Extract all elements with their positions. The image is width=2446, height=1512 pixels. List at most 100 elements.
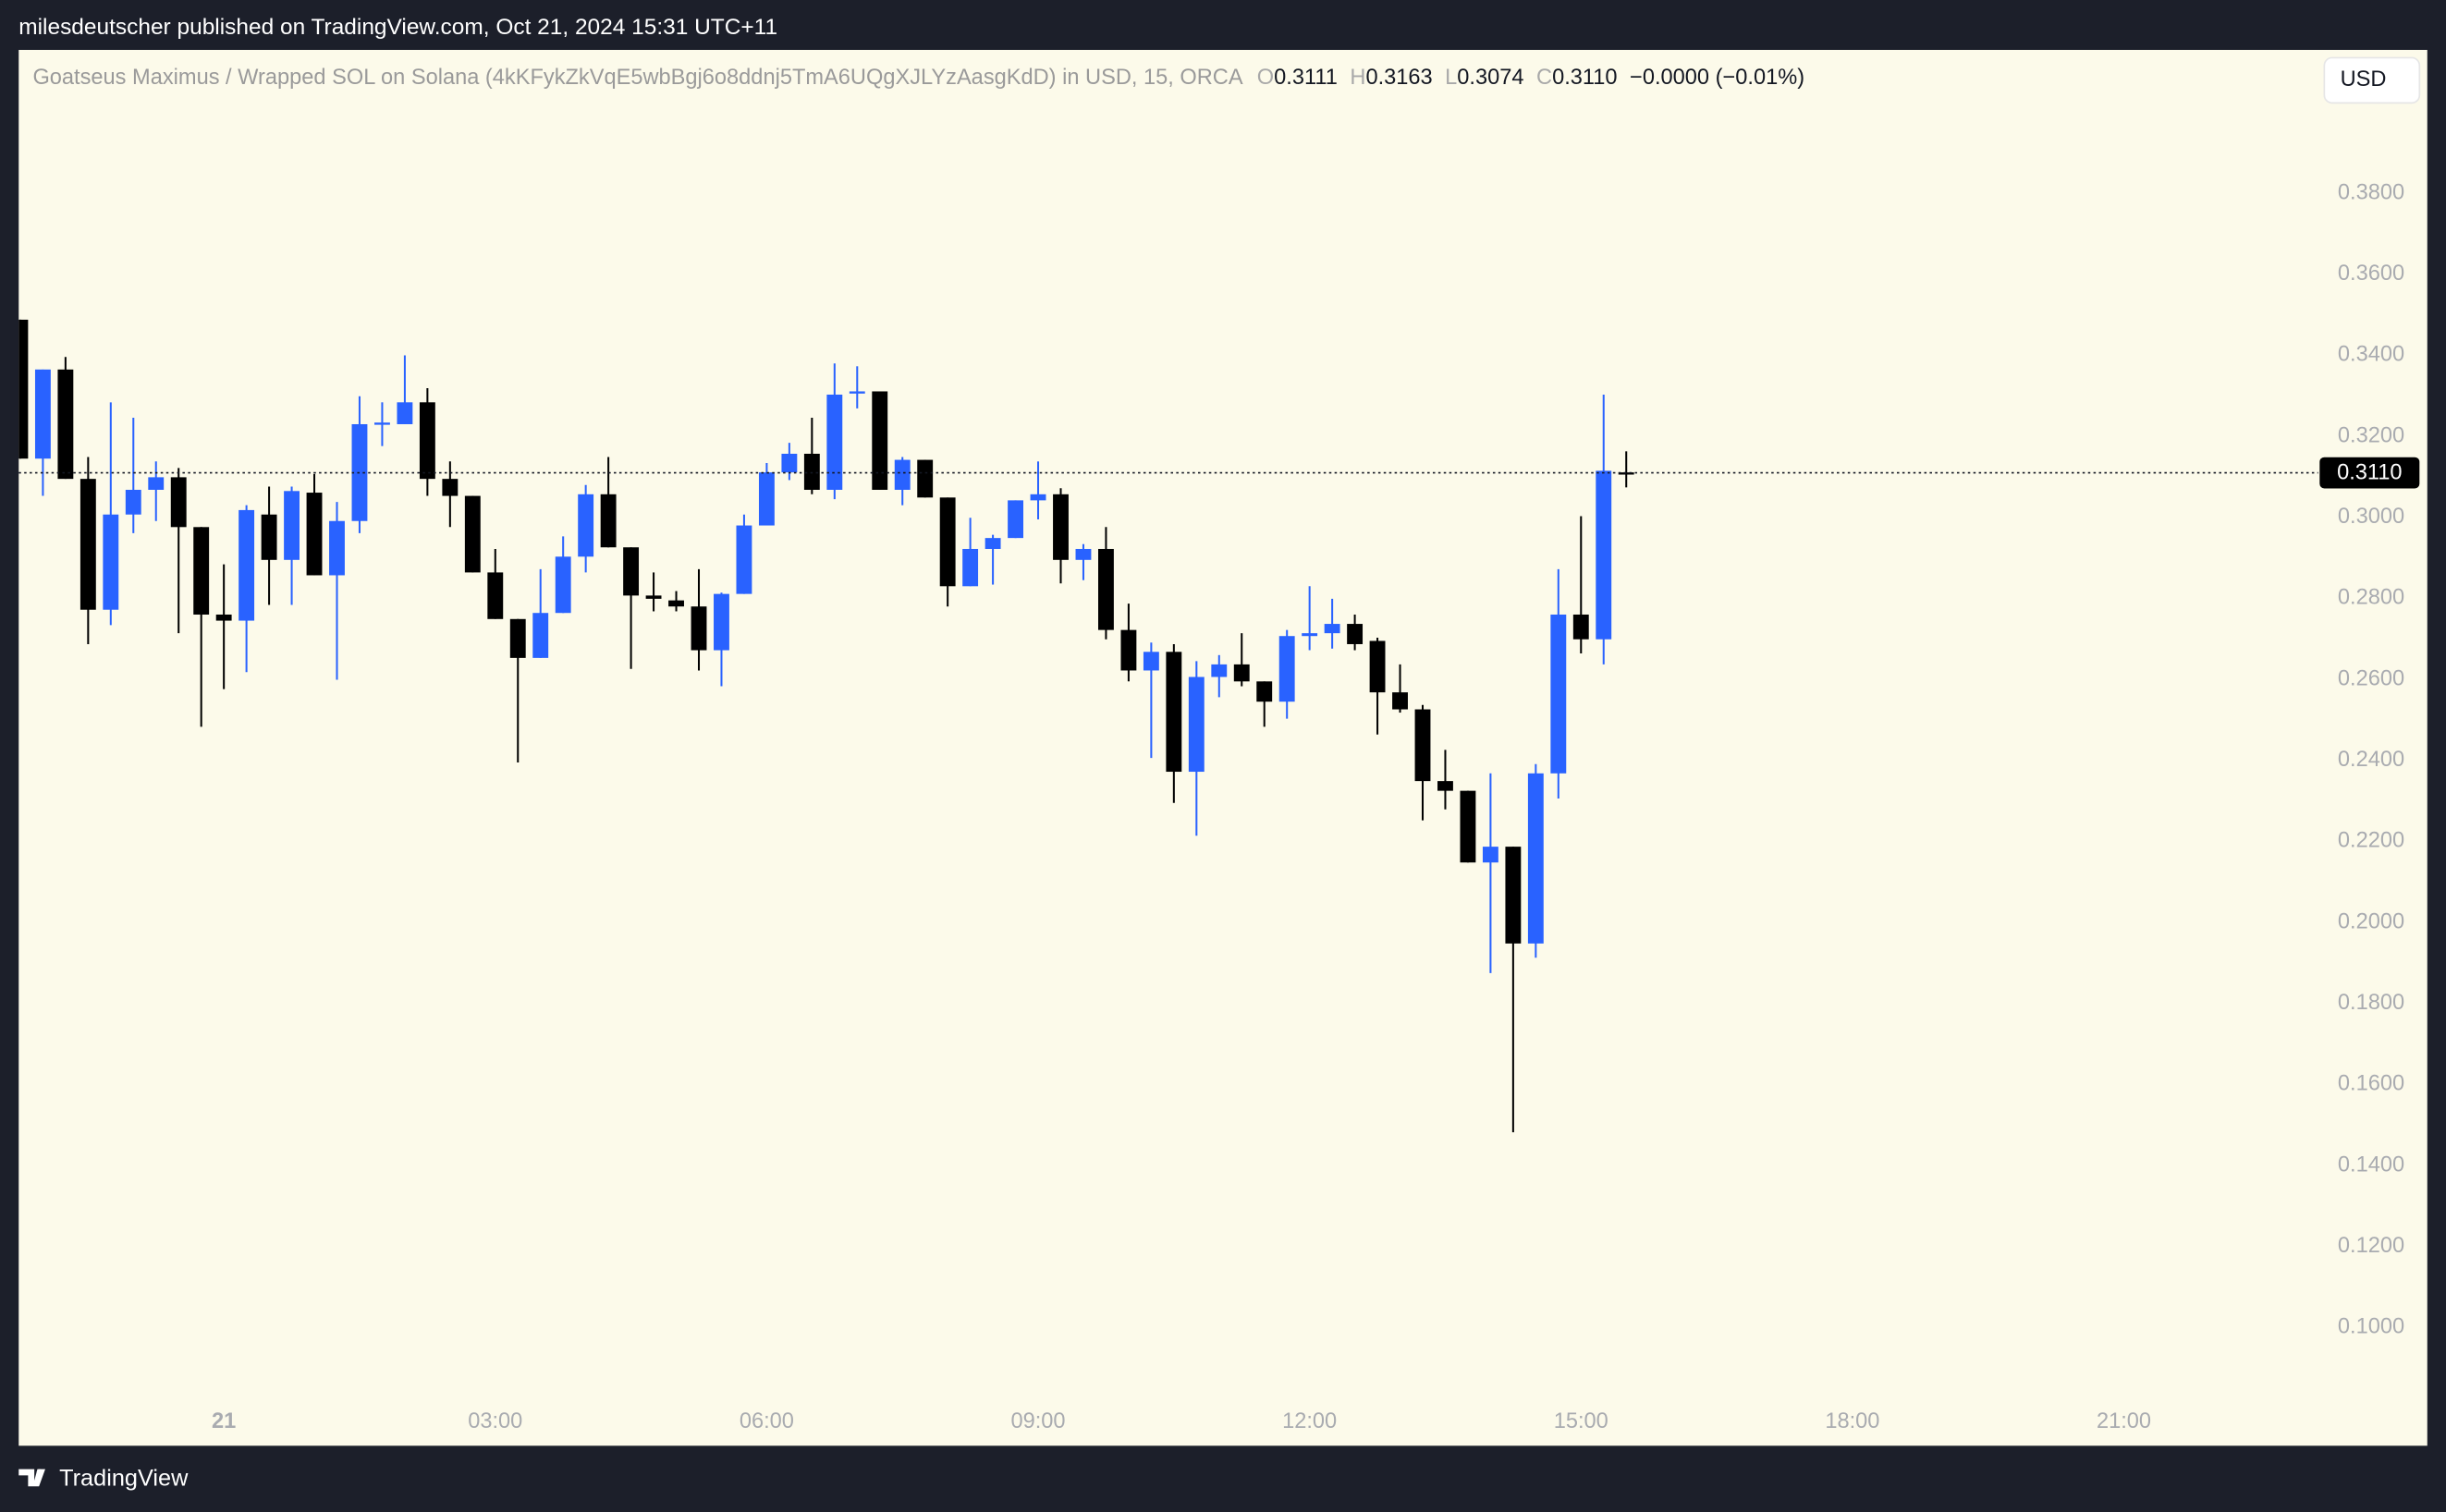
candle-body [1188, 677, 1205, 773]
candle-body [103, 514, 119, 610]
x-tick-label: 12:00 [1282, 1409, 1337, 1433]
candle-body [1347, 624, 1364, 644]
candle-body [532, 613, 549, 658]
candle-body [1075, 548, 1092, 560]
candle-body [985, 538, 1001, 549]
candle-body [1414, 709, 1431, 782]
legend-value: 0.3110 [1552, 66, 1617, 90]
legend-value: 0.3111 [1274, 66, 1338, 90]
candle-body [487, 572, 504, 619]
last-price-box [2319, 457, 2420, 489]
currency-button[interactable] [2323, 56, 2421, 104]
y-tick-label: 0.1200 [2338, 1234, 2404, 1258]
legend-key: H [1350, 66, 1365, 90]
brand: TradingView [59, 1465, 189, 1491]
candle-body [872, 391, 888, 490]
y-tick-label: 0.2800 [2338, 586, 2404, 610]
candle-body [939, 497, 956, 587]
candle-body [1211, 664, 1228, 677]
candle-body [1572, 614, 1589, 640]
candle-body [962, 548, 979, 587]
candle-body [1369, 640, 1386, 693]
currency-label[interactable]: USD [2341, 67, 2387, 91]
candle-body [509, 618, 526, 658]
candle-body [1030, 494, 1046, 501]
x-tick-label: 03:00 [468, 1409, 522, 1433]
last-price-label: 0.3110 [2337, 461, 2402, 485]
candle-body [1324, 624, 1340, 634]
candle-body [803, 453, 820, 490]
candle-body [1527, 773, 1544, 944]
legend-key: C [1536, 66, 1552, 90]
candle-body [1596, 470, 1612, 640]
y-tick-label: 0.1400 [2338, 1152, 2404, 1177]
candle-body [284, 491, 300, 560]
candle-body [894, 459, 911, 490]
legend-change: −0.0000 (−0.01%) [1630, 66, 1804, 90]
candle-body [691, 606, 707, 651]
x-tick-label: 15:00 [1554, 1409, 1608, 1433]
candle-body [329, 520, 345, 576]
x-tick-label: 06:00 [740, 1409, 794, 1433]
candle-body [578, 494, 594, 557]
candle-body [170, 477, 187, 528]
candle-body [1302, 633, 1318, 637]
candle-body [645, 595, 662, 599]
candle-body [1256, 681, 1273, 702]
candle-body [600, 494, 617, 548]
candle-body [79, 479, 96, 610]
candle-body [238, 509, 255, 621]
candle-body [1053, 494, 1069, 560]
candle-body [1482, 847, 1498, 863]
candle-body [57, 369, 74, 480]
candle-body [1278, 636, 1295, 702]
y-tick-label: 0.2000 [2338, 909, 2404, 933]
legend-key: O [1257, 66, 1274, 90]
y-tick-label: 0.3400 [2338, 343, 2404, 367]
candle-body [125, 489, 141, 515]
attribution: milesdeutscher published on TradingView.… [18, 15, 777, 40]
legend-value: 0.3163 [1365, 66, 1432, 90]
legend-value: 0.3074 [1457, 66, 1523, 90]
candle-body [34, 369, 51, 459]
candle-body [1008, 500, 1023, 539]
chart-title: Goatseus Maximus / Wrapped SOL on Solana… [32, 66, 1242, 90]
candle-body [374, 422, 390, 425]
candle-body [1460, 790, 1476, 863]
brand-logo [18, 1469, 45, 1487]
candle-body [781, 453, 798, 473]
candle-body [18, 319, 29, 459]
candle-body [849, 391, 865, 394]
candle-body [917, 459, 934, 498]
candle-body [758, 472, 775, 526]
candle-body [555, 556, 571, 614]
candle-body [464, 495, 481, 573]
x-tick-label: 09:00 [1010, 1409, 1065, 1433]
candle-body [1143, 652, 1159, 671]
candle-body [1166, 652, 1182, 773]
y-tick-label: 0.1600 [2338, 1072, 2404, 1096]
candle-body [826, 394, 843, 490]
candle-body [1120, 629, 1137, 671]
candle-body [261, 514, 277, 560]
candle-body [1437, 781, 1453, 791]
y-tick-label: 0.3800 [2338, 180, 2404, 204]
candle-body [397, 402, 413, 424]
candle-body [193, 527, 210, 615]
x-tick-label: 21 [212, 1409, 236, 1433]
candle-body [306, 493, 323, 576]
candle-body [1505, 847, 1522, 944]
candle-body [1098, 548, 1114, 630]
chart-panel [18, 50, 2428, 1446]
x-tick-label: 18:00 [1825, 1409, 1879, 1433]
chart-legend: Goatseus Maximus / Wrapped SOL on Solana… [32, 66, 1804, 90]
y-tick-label: 0.3000 [2338, 505, 2404, 529]
candle-body [736, 525, 752, 594]
candle-body [1550, 614, 1567, 774]
candle-body [1233, 664, 1250, 682]
y-tick-label: 0.1000 [2338, 1315, 2404, 1339]
candle-body [215, 614, 232, 621]
candle-body [714, 593, 729, 651]
